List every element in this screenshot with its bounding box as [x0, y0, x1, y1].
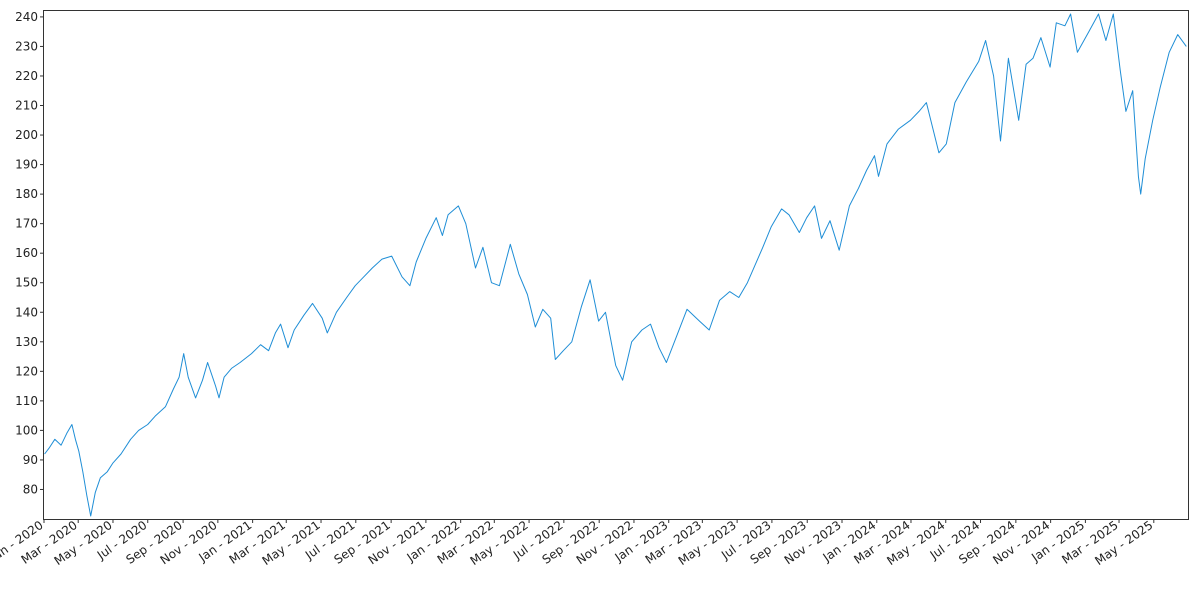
y-tick-label: 230 [15, 39, 38, 53]
y-tick-label: 190 [15, 158, 38, 172]
y-tick-label: 200 [15, 128, 38, 142]
plot-frame [43, 10, 1189, 520]
y-tick-label: 140 [15, 305, 38, 319]
y-tick-label: 80 [23, 482, 38, 496]
y-tick-label: 120 [15, 364, 38, 378]
y-tick-label: 170 [15, 217, 38, 231]
y-tick-label: 100 [15, 423, 38, 437]
y-tick-label: 160 [15, 246, 38, 260]
y-tick-label: 110 [15, 394, 38, 408]
y-tick-label: 220 [15, 69, 38, 83]
series-line [44, 13, 1187, 517]
y-tick-label: 130 [15, 335, 38, 349]
y-tick-label: 240 [15, 10, 38, 24]
y-tick-label: 150 [15, 276, 38, 290]
y-axis: 80 90 100 110 120 130 140 150 160 170 180 190 200 210… [15, 10, 44, 496]
plot-area [44, 13, 1187, 517]
y-tick-label: 210 [15, 99, 38, 113]
y-tick-label: 90 [23, 453, 38, 467]
y-tick-label: 180 [15, 187, 38, 201]
